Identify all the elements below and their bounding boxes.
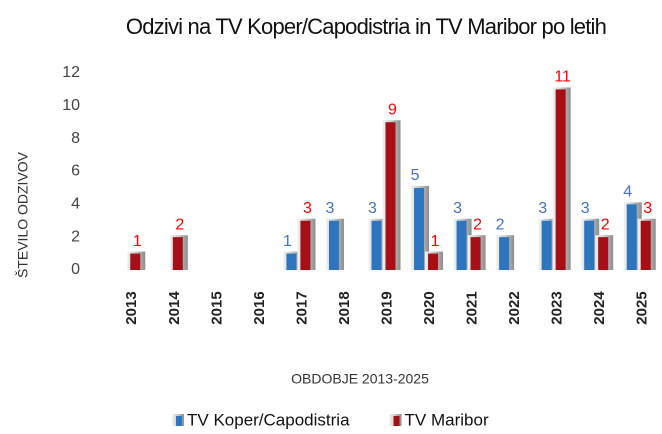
x-tick-label: 2020: [421, 291, 438, 324]
data-label: 1: [431, 233, 440, 250]
bar: [470, 237, 481, 270]
x-tick-label: 2024: [591, 291, 608, 325]
data-label: 5: [411, 167, 420, 184]
data-label: 1: [283, 233, 292, 250]
bar: [640, 220, 651, 270]
legend-swatch: [176, 416, 182, 426]
data-label: 3: [303, 200, 312, 217]
data-label: 3: [643, 200, 652, 217]
y-tick-label: 4: [71, 196, 80, 213]
data-label: 2: [496, 216, 505, 233]
x-tick-label: 2017: [293, 291, 310, 324]
bar: [414, 187, 425, 270]
bar: [428, 253, 439, 270]
x-tick-label: 2018: [336, 291, 353, 324]
data-label: 2: [601, 216, 610, 233]
y-axis-label: ŠTEVILO ODZIVOV: [15, 151, 31, 278]
x-tick-label: 2022: [506, 291, 523, 324]
bar: [130, 253, 141, 270]
y-tick-label: 10: [62, 97, 80, 114]
data-label: 9: [388, 101, 397, 118]
bar: [371, 220, 382, 270]
x-tick-label: 2025: [634, 291, 651, 324]
bar: [300, 220, 311, 270]
bar: [172, 237, 183, 270]
y-tick-label: 2: [71, 228, 80, 245]
data-label: 11: [554, 69, 571, 86]
x-tick-label: 2021: [464, 291, 481, 324]
legend-label: TV Koper/Capodistria: [187, 410, 350, 429]
data-label: 3: [368, 200, 377, 217]
data-label: 1: [133, 233, 142, 250]
legend: TV Koper/Capodistria TV Maribor: [172, 410, 489, 429]
bar: [286, 253, 297, 270]
bar: [328, 220, 339, 270]
bar: [626, 204, 637, 270]
data-label: 3: [538, 200, 547, 217]
data-label: 2: [175, 216, 184, 233]
bar: [499, 237, 510, 270]
legend-label: TV Maribor: [405, 410, 489, 429]
chart-title: Odzivi na TV Koper/Capodistria in TV Mar…: [126, 14, 606, 39]
data-label: 2: [473, 216, 482, 233]
data-label: 3: [453, 200, 462, 217]
bar: [584, 220, 595, 270]
data-label: 3: [326, 200, 335, 217]
x-tick-label: 2015: [208, 291, 225, 324]
data-label: 3: [581, 200, 590, 217]
x-axis-label: OBDOBJE 2013-2025: [291, 371, 429, 387]
bar: [456, 220, 467, 270]
y-tick-label: 0: [71, 261, 80, 278]
y-tick-label: 6: [71, 163, 80, 180]
y-tick-label: 8: [71, 130, 80, 147]
bar: [555, 89, 566, 271]
x-tick-label: 2013: [123, 291, 140, 324]
bar: [598, 237, 609, 270]
data-label: 4: [623, 184, 632, 201]
x-tick-label: 2019: [378, 291, 395, 324]
y-tick-label: 12: [62, 64, 80, 81]
bar: [541, 220, 552, 270]
x-tick-label: 2014: [166, 291, 183, 325]
x-tick-label: 2016: [251, 291, 268, 324]
x-tick-label: 2023: [549, 291, 566, 324]
legend-swatch: [393, 416, 400, 426]
bar: [385, 122, 396, 270]
